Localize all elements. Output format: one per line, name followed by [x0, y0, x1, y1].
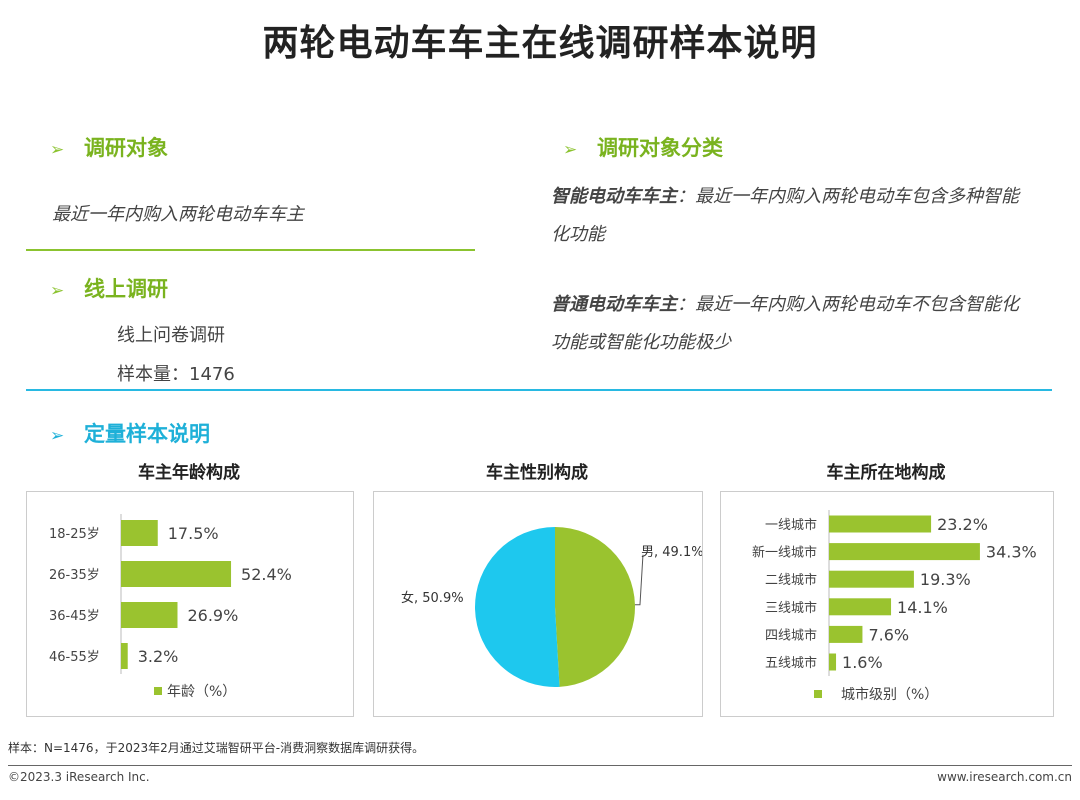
pie-slice-female [475, 527, 560, 687]
pie-slice-male [555, 527, 636, 687]
arrow-icon: ➢ [50, 140, 65, 160]
normal-owner-desc: 普通电动车车主：最近一年内购入两轮电动车不包含智能化功能或智能化功能极少 [551, 286, 1031, 362]
age-chart-title: 车主年龄构成 [138, 463, 240, 483]
divider-blue [26, 389, 1052, 391]
pie-label-female: 女, 50.9% [401, 590, 464, 606]
age-bar [121, 520, 158, 546]
smart-owner-text: ：最近一年内购入两轮电动车包含多种智能化功能 [551, 186, 1019, 245]
section-heading-online: ➢ 线上调研 [50, 273, 168, 303]
arrow-icon: ➢ [50, 281, 65, 301]
age-legend-swatch [154, 687, 162, 695]
city-category-label: 二线城市 [765, 572, 817, 588]
city-chart-title: 车主所在地构成 [826, 463, 946, 483]
target-text: 最近一年内购入两轮电动车车主 [52, 204, 304, 225]
footer-website: www.iresearch.com.cn [937, 770, 1072, 784]
city-value-label: 1.6% [842, 653, 883, 672]
city-value-label: 19.3% [920, 570, 971, 589]
age-value-label: 52.4% [241, 565, 292, 584]
city-bar [829, 570, 914, 588]
city-bar [829, 653, 837, 671]
city-value-label: 23.2% [937, 515, 988, 534]
age-category-label: 36-45岁 [49, 609, 100, 624]
age-chart-panel: 18-25岁 17.5% 26-35岁 52.4% 36-45岁 26.9% 46-55岁 3… [26, 491, 354, 717]
age-category-label: 46-55岁 [49, 650, 100, 665]
divider-green [26, 249, 475, 251]
age-value-label: 3.2% [138, 647, 179, 666]
age-bar [121, 643, 128, 669]
city-legend-swatch [814, 690, 822, 698]
city-value-label: 7.6% [868, 625, 909, 644]
city-category-label: 三线城市 [765, 600, 817, 616]
footnote: 样本：N=1476，于2023年2月通过艾瑞智研平台-消费洞察数据库调研获得。 [8, 741, 425, 755]
city-legend-label: 城市级别（%） [841, 686, 938, 703]
city-chart: 一线城市 23.2% 新一线城市 34.3% 二线城市 19.3% 三线城市 14.1% 四线城… [752, 510, 1037, 703]
age-category-label: 26-35岁 [49, 568, 100, 583]
city-value-label: 14.1% [897, 598, 948, 617]
age-chart: 18-25岁 17.5% 26-35岁 52.4% 36-45岁 26.9% 46-55岁 3… [49, 514, 292, 700]
pie-label-male: 男, 49.1% [641, 545, 702, 560]
online-heading: 线上调研 [84, 277, 168, 301]
city-bar [829, 515, 932, 533]
page-title: 两轮电动车车主在线调研样本说明 [262, 23, 818, 64]
age-bar [121, 561, 232, 587]
arrow-icon: ➢ [563, 140, 578, 160]
gender-chart-panel: 男, 49.1% 女, 50.9% [373, 491, 704, 717]
age-bar [121, 602, 178, 628]
arrow-icon: ➢ [50, 426, 65, 446]
smart-owner-label: 智能电动车车主 [551, 186, 677, 207]
age-category-label: 18-25岁 [49, 527, 100, 542]
section-heading-classification: ➢ 调研对象分类 [563, 132, 723, 162]
gender-chart-title: 车主性别构成 [486, 463, 588, 483]
age-value-label: 17.5% [168, 524, 219, 543]
online-method: 线上问卷调研 [117, 325, 225, 346]
classification-heading: 调研对象分类 [597, 136, 723, 160]
city-bar [829, 598, 892, 616]
city-chart-panel: 一线城市 23.2% 新一线城市 34.3% 二线城市 19.3% 三线城市 14.1% 四线城… [720, 491, 1054, 717]
city-category-label: 五线城市 [765, 655, 817, 671]
city-category-label: 四线城市 [765, 627, 817, 643]
city-bar [829, 625, 863, 643]
city-bar [829, 543, 980, 561]
footer-copyright: ©2023.3 iResearch Inc. [8, 770, 150, 784]
footer-divider [8, 765, 1072, 766]
target-heading: 调研对象 [84, 136, 168, 160]
city-value-label: 34.3% [986, 543, 1037, 562]
pie-leader-line [634, 554, 644, 606]
age-legend-label: 年龄（%） [167, 684, 236, 700]
section-heading-target: ➢ 调研对象 [50, 132, 168, 162]
gender-chart: 男, 49.1% 女, 50.9% [401, 527, 704, 687]
smart-owner-desc: 智能电动车车主：最近一年内购入两轮电动车包含多种智能化功能 [551, 178, 1031, 254]
age-value-label: 26.9% [187, 606, 238, 625]
normal-owner-text: ：最近一年内购入两轮电动车不包含智能化功能或智能化功能极少 [551, 294, 1019, 353]
normal-owner-label: 普通电动车车主 [551, 294, 677, 315]
city-category-label: 新一线城市 [752, 545, 817, 561]
online-sample: 样本量：1476 [117, 364, 235, 385]
city-category-label: 一线城市 [765, 517, 817, 533]
section-heading-quant: ➢ 定量样本说明 [50, 418, 210, 448]
quant-heading: 定量样本说明 [84, 422, 210, 446]
